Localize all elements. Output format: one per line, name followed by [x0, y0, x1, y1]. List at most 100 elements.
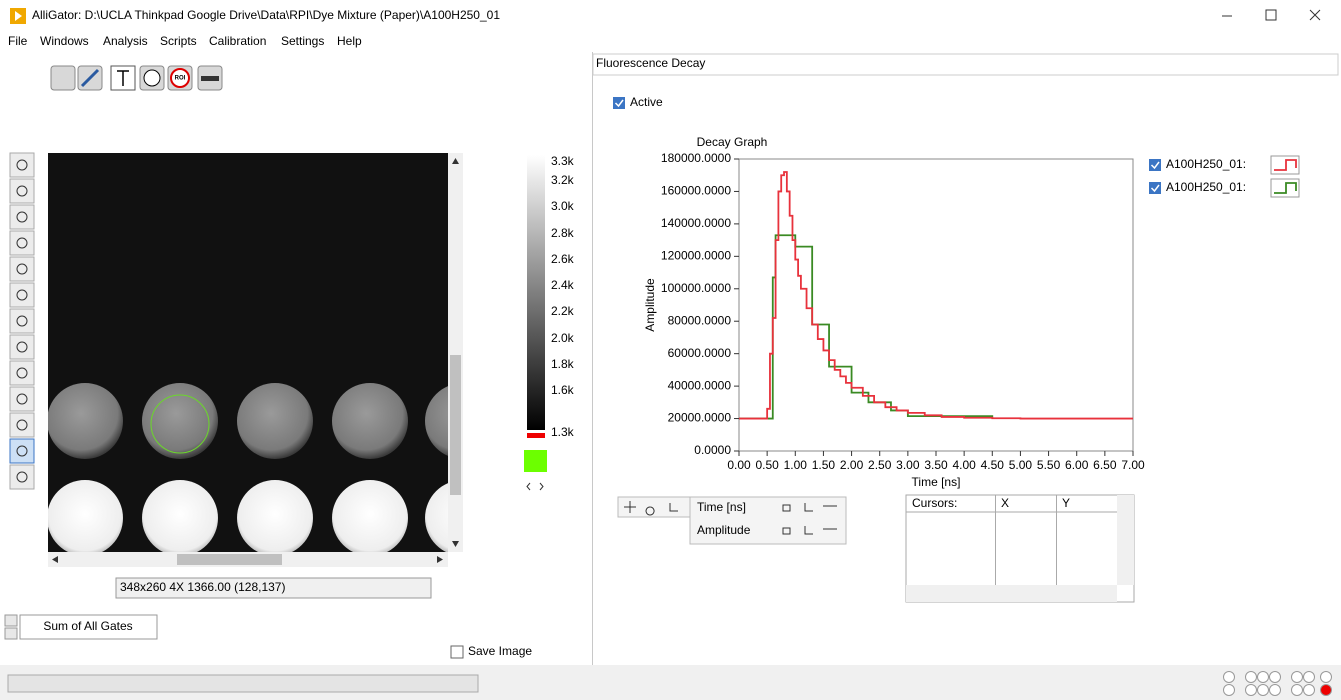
eraser-tool[interactable]: [50, 65, 76, 91]
menu-bar: [0, 32, 1341, 52]
tool-button[interactable]: [9, 438, 35, 464]
status-led: [1269, 684, 1281, 696]
x-tick-label: 2.50: [868, 458, 892, 472]
save-image-checkbox[interactable]: [450, 645, 464, 659]
image-info-box: [115, 577, 432, 599]
status-led: [1269, 671, 1281, 683]
legend-checkbox[interactable]: [1149, 182, 1161, 194]
swatch-arrows[interactable]: [526, 482, 544, 491]
tool-button[interactable]: [9, 230, 35, 256]
save-image-label: Save Image: [468, 644, 532, 658]
tool-glyph: [16, 185, 28, 197]
palette-tools[interactable]: [624, 501, 678, 516]
x-tick-label: 5.00: [1009, 458, 1033, 472]
tool-glyph: [16, 263, 28, 275]
x-tick-label: 3.50: [924, 458, 948, 472]
gate-selector[interactable]: [19, 614, 158, 640]
sample-well: [48, 383, 123, 459]
menu-item[interactable]: Calibration: [209, 34, 266, 48]
legend-swatch-box[interactable]: [1270, 178, 1300, 198]
tool-glyph: [16, 289, 28, 301]
status-led: [1303, 671, 1315, 683]
menu-item[interactable]: Settings: [281, 34, 324, 48]
tool-glyph: [16, 367, 28, 379]
brush-glyph: [80, 68, 100, 88]
active-checkbox[interactable]: [613, 97, 625, 109]
gate-up[interactable]: [4, 614, 18, 627]
table-v-scrollbar[interactable]: [1117, 495, 1134, 585]
tool-glyph: [16, 341, 28, 353]
gate-label: Sum of All Gates: [43, 619, 132, 633]
tool-glyph: [16, 315, 28, 327]
tool-button[interactable]: [9, 152, 35, 178]
legend-swatch: [1274, 159, 1297, 171]
y-tick-label: 140000.0000: [661, 216, 731, 230]
tool-button[interactable]: [9, 178, 35, 204]
sample-well: [425, 386, 448, 456]
legend-swatch-box[interactable]: [1270, 155, 1300, 175]
status-led: [1223, 671, 1235, 683]
table-header: Cursors:: [912, 496, 957, 510]
y-tick-label: 80000.0000: [668, 313, 732, 327]
legend-checkbox[interactable]: [1149, 159, 1161, 171]
x-tick-label: 3.00: [896, 458, 920, 472]
toolbar: ROI: [50, 65, 223, 91]
tool-button[interactable]: [9, 308, 35, 334]
menu-item[interactable]: Help: [337, 34, 362, 48]
sample-well: [425, 483, 448, 552]
text-glyph: [117, 70, 129, 86]
colorbar-label: 2.8k: [551, 226, 575, 240]
menu-item[interactable]: Scripts: [160, 34, 197, 48]
tool-button[interactable]: [9, 282, 35, 308]
status-led: [1223, 684, 1235, 696]
sample-well: [237, 383, 313, 459]
tool-button[interactable]: [9, 204, 35, 230]
sample-well: [332, 383, 408, 459]
legend-check: [1150, 161, 1160, 170]
axis-x-label: Time [ns]: [697, 500, 746, 514]
status-led: [1245, 684, 1257, 696]
roi-circle[interactable]: [150, 394, 210, 454]
tool-button[interactable]: [9, 464, 35, 490]
chart-title: Decay Graph: [697, 135, 768, 149]
tool-button[interactable]: [9, 386, 35, 412]
menu-item[interactable]: Windows: [40, 34, 89, 48]
close-button[interactable]: [1309, 9, 1321, 21]
x-tick-label: 6.50: [1093, 458, 1117, 472]
axis-scale-controls[interactable]: [782, 503, 837, 535]
y-tick-label: 40000.0000: [668, 378, 732, 392]
maximize-button[interactable]: [1265, 9, 1277, 21]
colorbar-label: 2.6k: [551, 252, 575, 266]
plot-area: [738, 158, 1134, 452]
y-tick-label: 20000.0000: [668, 411, 732, 425]
tool-button[interactable]: [9, 412, 35, 438]
bar-glyph: [201, 76, 219, 81]
y-tick-label: 180000.0000: [661, 151, 731, 165]
colorbar-label: 1.8k: [551, 357, 575, 371]
roi-text: ROI: [175, 76, 186, 82]
colorbar-label: 3.0k: [551, 199, 575, 213]
sample-well: [237, 480, 313, 552]
gate-down[interactable]: [4, 627, 18, 640]
decay-curve: [739, 171, 1133, 420]
y-tick-label: 160000.0000: [661, 184, 731, 198]
tool-glyph: [16, 237, 28, 249]
table-h-scrollbar[interactable]: [906, 585, 1117, 602]
menu-item[interactable]: File: [8, 34, 28, 48]
v-scroll-thumb[interactable]: [450, 355, 461, 495]
x-tick-label: 5.50: [1037, 458, 1061, 472]
colorbar-overflow: [527, 433, 545, 438]
tool-button[interactable]: [9, 334, 35, 360]
menu-item[interactable]: Analysis: [103, 34, 148, 48]
y-axis-label: Amplitude: [643, 278, 657, 332]
tool-button[interactable]: [9, 256, 35, 282]
status-led: [1291, 671, 1303, 683]
roi-color-swatch[interactable]: [524, 450, 547, 472]
sample-well: [332, 480, 408, 552]
tool-glyph: [16, 445, 28, 457]
x-tick-label: 1.00: [784, 458, 808, 472]
h-scroll-thumb[interactable]: [177, 554, 282, 565]
tool-button[interactable]: [9, 360, 35, 386]
table-header: X: [1001, 496, 1009, 510]
